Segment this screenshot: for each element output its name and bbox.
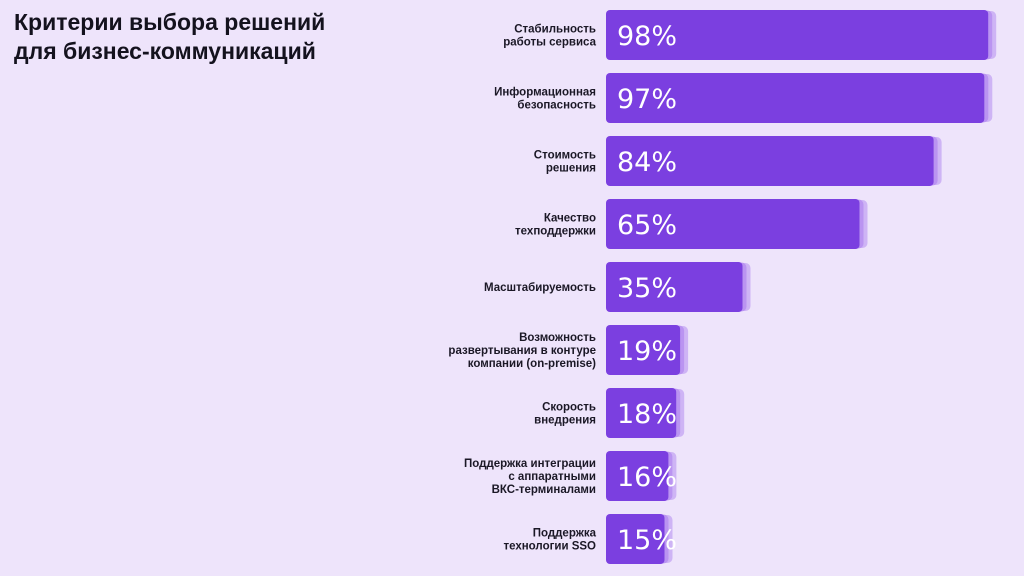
bar-value-label: 97% [617,84,677,115]
category-label: решения [546,163,596,175]
bar-value-label: 98% [617,21,677,52]
bar-value-label: 18% [617,399,677,430]
bar [606,514,665,564]
bar [606,73,985,123]
bar-value-label: 16% [617,462,677,493]
category-label: Качество [544,213,596,225]
chart-title: Критерии выбора решений для бизнес-комму… [14,8,454,66]
bar [606,199,860,249]
bar [606,136,934,186]
bar-row: 35% Масштабируемость [484,262,751,312]
bar-value-label: 84% [617,147,677,178]
bar [606,451,669,501]
category-label: развертывания в контуре [448,345,596,357]
category-label: Масштабируемость [484,282,596,294]
category-label: Стоимость [534,150,596,162]
bar-value-label: 19% [617,336,677,367]
bar-value-label: 65% [617,210,677,241]
bar [606,10,989,60]
category-label: с аппаратными [508,471,596,483]
category-label: Поддержка интеграции [464,458,596,470]
bar [606,262,743,312]
category-label: Скорость [542,402,596,414]
category-label: ВКС-терминалами [492,484,596,496]
category-label: безопасность [517,100,596,112]
chart-title-line-2: для бизнес-коммуникаций [14,38,316,64]
bar-value-label: 15% [617,525,677,556]
category-label: Возможность [519,332,596,344]
bar [606,325,681,375]
category-label: техподдержки [515,226,596,238]
category-label: технологии SSO [503,541,596,553]
chart-title-line-1: Критерии выбора решений [14,9,326,35]
bar-value-label: 35% [617,273,677,304]
category-label: Стабильность [514,24,596,36]
category-label: Информационная [494,87,596,99]
category-label: работы сервиса [503,37,596,49]
category-label: внедрения [534,415,596,427]
category-label: компании (on-premise) [468,358,596,370]
category-label: Поддержка [533,528,597,540]
bar [606,388,677,438]
